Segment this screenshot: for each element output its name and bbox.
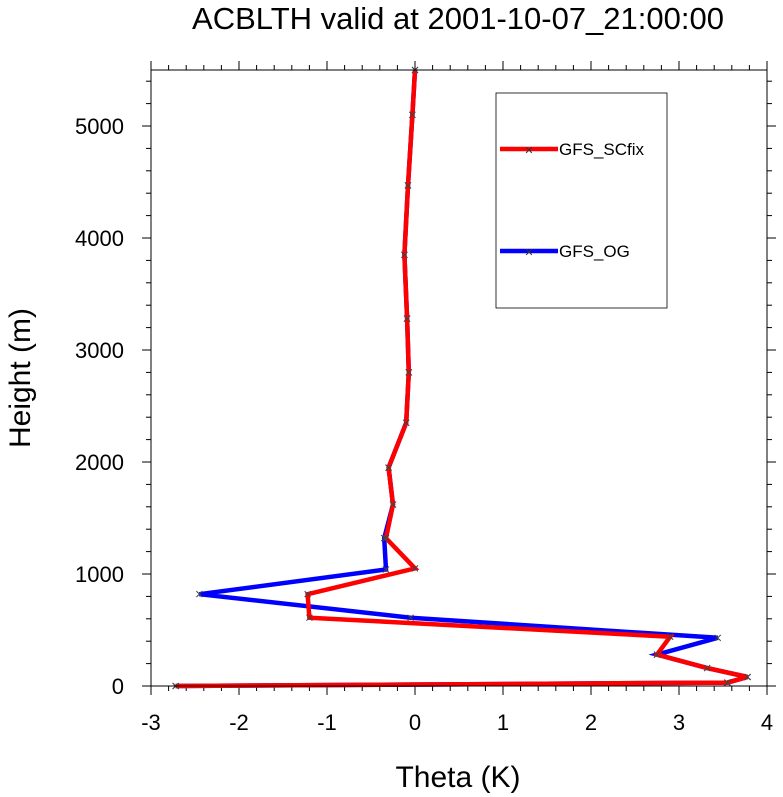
x-tick-label: -3 <box>141 710 161 735</box>
data-point <box>306 614 313 622</box>
series-lines <box>175 69 749 689</box>
y-tick-labels: 0 1000 2000 3000 4000 5000 <box>75 114 124 699</box>
legend: ✕ GFS_SCfix ✕ GFS_OG <box>495 92 668 309</box>
legend-marker-gfs-og: ✕ <box>524 246 533 259</box>
minor-ticks <box>146 65 772 691</box>
y-axis-label: Height (m) <box>4 308 37 448</box>
series-line-gfs-og <box>175 69 749 689</box>
data-point <box>382 566 390 573</box>
data-point <box>411 565 419 572</box>
data-point <box>409 111 416 119</box>
x-tick-label: -2 <box>229 710 249 735</box>
plot-frame <box>150 69 768 687</box>
data-point <box>703 664 711 672</box>
x-tick-label: 1 <box>497 710 509 735</box>
data-point <box>401 251 408 259</box>
y-tick-label: 2000 <box>75 450 124 475</box>
y-tick-label: 0 <box>112 674 124 699</box>
x-tick-labels: -3 -2 -1 0 1 2 3 4 <box>141 710 773 735</box>
y-tick-label: 5000 <box>75 114 124 139</box>
data-point <box>403 315 411 322</box>
x-tick-label: -1 <box>317 710 337 735</box>
y-tick-label: 4000 <box>75 226 124 251</box>
data-point <box>724 679 731 686</box>
legend-label-gfs-scfix: GFS_SCfix <box>559 140 645 159</box>
data-point <box>404 182 412 189</box>
legend-label-gfs-og: GFS_OG <box>559 242 630 261</box>
x-tick-label: 0 <box>409 710 421 735</box>
series-line-gfs-scfix <box>175 69 749 689</box>
data-point <box>402 419 410 427</box>
data-point <box>405 369 413 376</box>
x-tick-label: 3 <box>673 710 685 735</box>
data-point <box>744 673 751 681</box>
data-point <box>666 633 674 641</box>
data-point <box>714 634 722 642</box>
data-point <box>389 501 397 508</box>
data-point <box>380 534 388 542</box>
legend-box <box>495 92 668 309</box>
x-tick-label: 4 <box>761 710 773 735</box>
data-point <box>385 464 392 471</box>
data-point <box>304 590 311 598</box>
legend-marker-gfs-scfix: ✕ <box>524 144 533 157</box>
x-tick-label: 2 <box>585 710 597 735</box>
y-tick-label: 1000 <box>75 562 124 587</box>
x-axis-label: Theta (K) <box>395 761 520 794</box>
data-point <box>653 651 661 658</box>
series-markers <box>172 66 751 690</box>
y-tick-label: 3000 <box>75 338 124 363</box>
chart-title: ACBLTH valid at 2001-10-07_21:00:00 <box>192 1 724 36</box>
data-point <box>196 590 203 598</box>
major-ticks <box>142 61 776 695</box>
data-point <box>407 614 414 622</box>
data-point <box>382 534 390 542</box>
